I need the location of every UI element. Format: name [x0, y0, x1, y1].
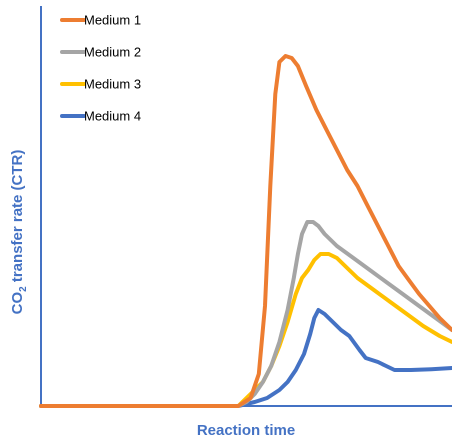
legend-label-2: Medium 2 [84, 45, 141, 60]
y-axis-label-suffix: transfer rate (CTR) [9, 150, 26, 287]
legend-label-4: Medium 4 [84, 109, 141, 124]
y-axis-label-prefix: CO [9, 292, 26, 315]
x-axis-label: Reaction time [197, 422, 295, 439]
legend-label-3: Medium 3 [84, 77, 141, 92]
legend-label-1: Medium 1 [84, 13, 141, 28]
